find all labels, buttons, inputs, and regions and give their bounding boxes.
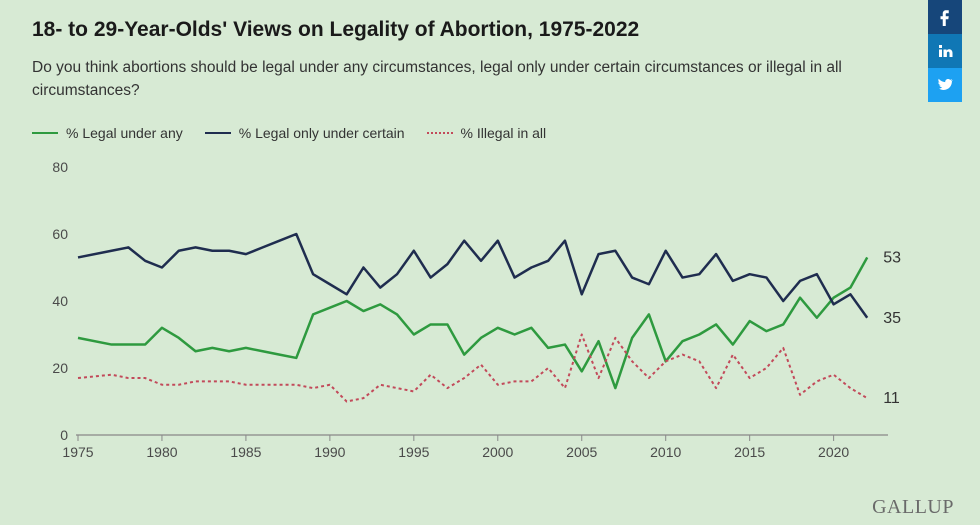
svg-text:2010: 2010 (650, 444, 681, 460)
legend-label: % Illegal in all (461, 125, 547, 141)
source-label: GALLUP (872, 496, 954, 519)
svg-text:20: 20 (52, 360, 68, 376)
chart-subtitle: Do you think abortions should be legal u… (32, 56, 912, 103)
twitter-icon (936, 76, 954, 94)
svg-text:1980: 1980 (146, 444, 177, 460)
svg-text:2005: 2005 (566, 444, 597, 460)
svg-text:1990: 1990 (314, 444, 345, 460)
legend-label: % Legal only under certain (239, 125, 405, 141)
svg-text:2020: 2020 (818, 444, 849, 460)
share-twitter[interactable] (928, 68, 962, 102)
legend-item: % Legal under any (32, 125, 183, 141)
facebook-icon (936, 8, 954, 26)
legend-swatch (205, 132, 231, 134)
share-facebook[interactable] (928, 0, 962, 34)
content-area: 18- to 29-Year-Olds' Views on Legality o… (0, 0, 980, 469)
page-root: 18- to 29-Year-Olds' Views on Legality o… (0, 0, 980, 525)
svg-text:2015: 2015 (734, 444, 765, 460)
linkedin-icon (936, 42, 954, 60)
svg-text:35: 35 (883, 309, 901, 326)
svg-text:40: 40 (52, 293, 68, 309)
svg-text:1975: 1975 (62, 444, 93, 460)
chart-container: 0 20 40 60 80 1975 1980 1985 1990 1995 2000 2005 201… (32, 159, 940, 469)
legend-item: % Illegal in all (427, 125, 547, 141)
svg-text:80: 80 (52, 159, 68, 175)
share-column (928, 0, 962, 102)
svg-text:60: 60 (52, 226, 68, 242)
legend-label: % Legal under any (66, 125, 183, 141)
svg-text:11: 11 (883, 390, 900, 407)
svg-text:1985: 1985 (230, 444, 261, 460)
svg-text:0: 0 (60, 427, 68, 443)
chart-title: 18- to 29-Year-Olds' Views on Legality o… (32, 18, 948, 42)
svg-text:1995: 1995 (398, 444, 429, 460)
svg-text:53: 53 (883, 249, 901, 266)
legend-item: % Legal only under certain (205, 125, 405, 141)
share-linkedin[interactable] (928, 34, 962, 68)
svg-text:2000: 2000 (482, 444, 513, 460)
legend-swatch (427, 132, 453, 134)
legend-swatch (32, 132, 58, 134)
legend: % Legal under any % Legal only under cert… (32, 125, 948, 141)
line-chart: 0 20 40 60 80 1975 1980 1985 1990 1995 2000 2005 201… (32, 159, 940, 469)
